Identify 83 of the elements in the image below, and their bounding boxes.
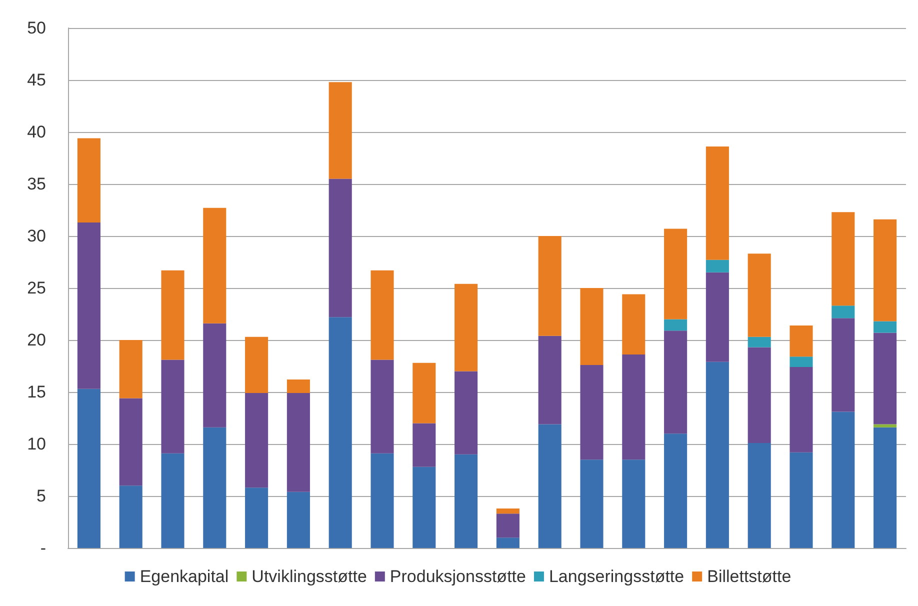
bar [664,330,688,434]
bar [832,318,855,412]
bar [286,393,310,492]
bar [370,270,394,360]
bar [538,336,562,424]
bar [664,228,688,320]
bar [874,219,897,322]
y-tick-label: 25 [27,278,46,298]
bar [622,460,646,548]
bar [328,82,352,179]
bar [412,423,436,467]
bar [245,336,268,394]
y-tick-label: 5 [36,486,46,506]
bar [748,336,771,348]
bar [832,212,855,306]
bar [874,427,897,548]
bar [370,360,394,454]
bar [203,208,226,324]
y-tick-label: 30 [27,226,46,246]
y-tick-label: 40 [27,122,46,142]
bar [328,317,352,548]
bar [412,466,436,548]
bar [580,460,604,548]
bar [119,340,142,398]
bar [286,492,310,548]
bar [161,270,184,360]
bar [454,454,478,548]
legend-label: Produksjonsstøtte [390,567,526,586]
bar [832,306,855,318]
bar [790,367,813,452]
bar [706,362,729,548]
legend-label: Billettstøtte [707,567,792,586]
bar [412,362,436,424]
bar [790,452,813,548]
y-tick-label: 20 [27,330,46,350]
bar [580,364,604,460]
bar [790,356,813,368]
bar [454,284,478,372]
bar [790,325,813,357]
legend-label: Langseringsstøtte [548,567,684,586]
bar [538,424,562,548]
bar [328,178,352,318]
bar [203,323,226,428]
bar [77,222,100,389]
bar [161,360,184,454]
bar [161,453,184,548]
y-tick-label: - [40,538,46,558]
bar [203,427,226,548]
bar [874,321,897,333]
bar [874,424,897,428]
bar [245,393,268,488]
bar [370,453,394,548]
bar [748,254,771,337]
bar [622,294,646,355]
y-tick-label: 15 [27,382,46,402]
bar [706,260,729,272]
bar [622,354,646,460]
bar [706,146,729,260]
y-tick-label: 50 [27,18,46,38]
bar [496,514,520,538]
bar [874,332,897,424]
legend-label: Egenkapital [140,567,229,586]
y-tick-label: 45 [27,70,46,90]
y-tick-label: 35 [27,174,46,194]
bar [119,398,142,486]
legend-label: Utviklingsstøtte [252,567,367,586]
bar [748,442,771,548]
bar [119,486,142,548]
bar [748,347,771,443]
bar [454,371,478,454]
bar [496,538,520,548]
bar [496,508,520,514]
bar [286,380,310,394]
bar [77,138,100,222]
bar [245,488,268,548]
bar [706,272,729,362]
bar [664,434,688,548]
bar [538,236,562,336]
y-tick-label: 10 [27,434,46,454]
bar [77,388,100,548]
bar [832,412,855,548]
bar [580,288,604,365]
bar [664,319,688,331]
